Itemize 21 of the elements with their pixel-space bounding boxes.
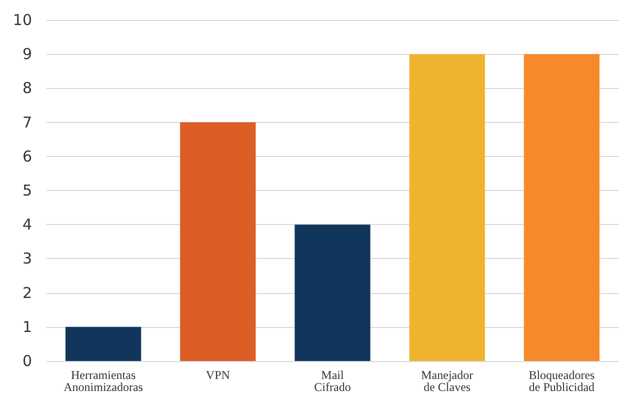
- bar: [294, 224, 370, 361]
- y-tick-label: 6: [22, 147, 32, 166]
- bar: [409, 54, 485, 361]
- x-tick-label: Bloqueadores de Publicidad: [528, 368, 596, 394]
- bar: [65, 326, 142, 361]
- x-tick-label: VPN: [206, 368, 230, 382]
- bar: [180, 122, 256, 361]
- x-tick-label: Mail Cifrado: [314, 368, 351, 394]
- y-tick-label: 2: [22, 284, 32, 302]
- y-tick-label: 8: [22, 79, 32, 98]
- y-tick-label: 0: [22, 352, 32, 370]
- y-tick-label: 1: [22, 318, 32, 336]
- bar: [524, 54, 600, 361]
- x-tick-label: Herramientas Anonimizadoras: [64, 368, 144, 394]
- y-tick-label: 7: [22, 113, 32, 132]
- y-tick-label: 4: [22, 216, 32, 234]
- y-tick-label: 5: [22, 182, 32, 200]
- y-tick-label: 3: [22, 250, 32, 268]
- x-tick-label: Manejador de Claves: [421, 368, 474, 394]
- y-tick-label: 9: [22, 45, 32, 64]
- y-tick-label: 10: [12, 11, 32, 29]
